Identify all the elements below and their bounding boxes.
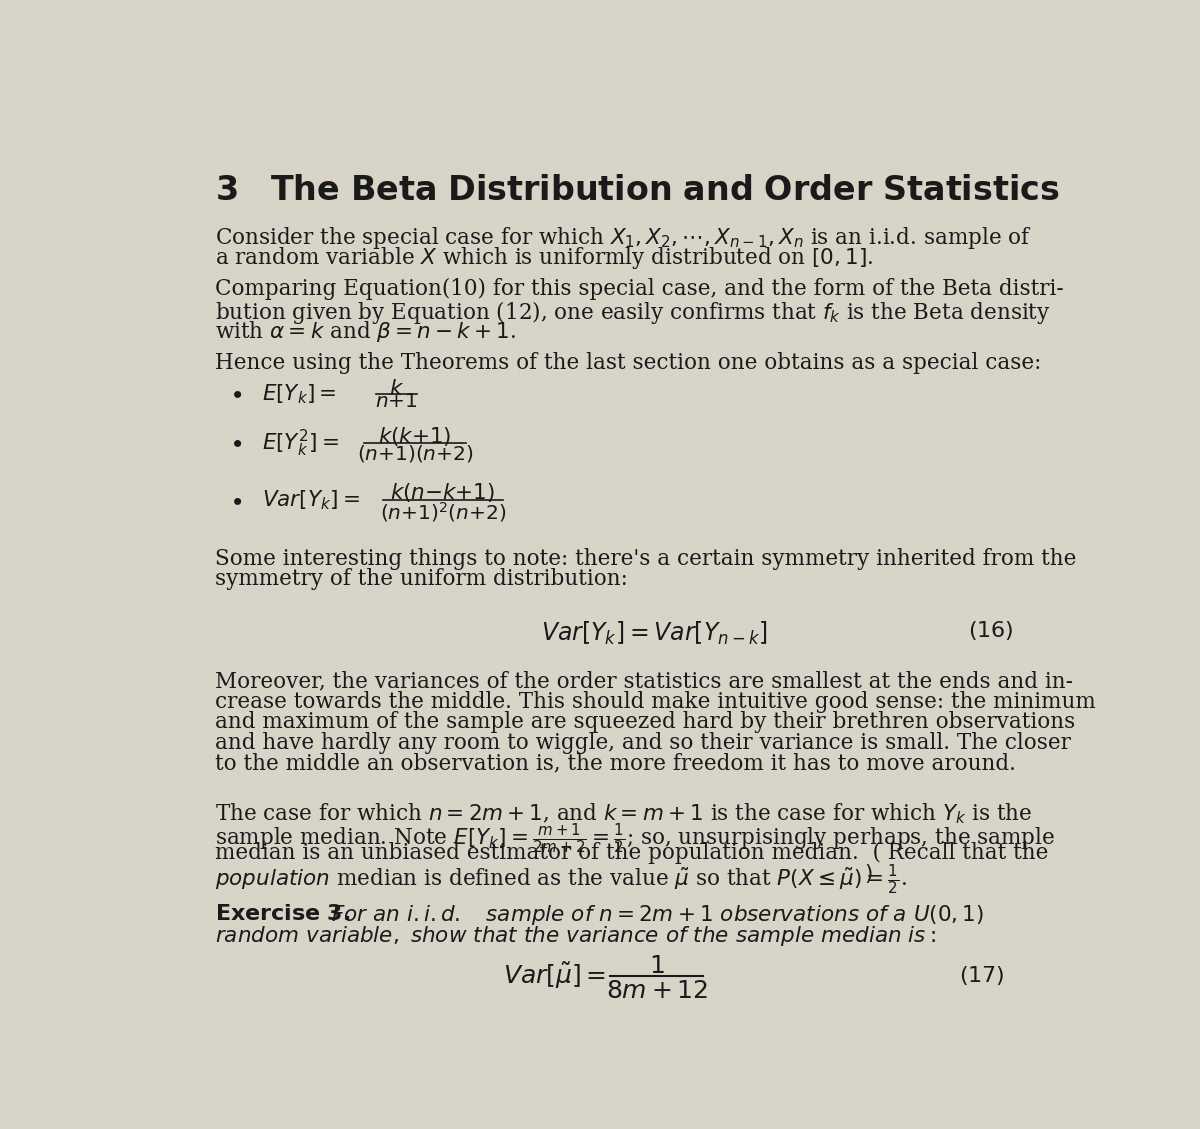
Text: Hence using the Theorems of the last section one obtains as a special case:: Hence using the Theorems of the last sec… [215,351,1042,374]
Text: $\mathbf{Exercise\ 3.}$: $\mathbf{Exercise\ 3.}$ [215,903,350,926]
Text: $Var[\tilde{\mu}] = $: $Var[\tilde{\mu}] = $ [504,961,607,991]
Text: $\bullet$: $\bullet$ [229,431,242,455]
Text: $E[Y_k] = $: $E[Y_k] = $ [262,383,336,405]
Text: sample median. Note $E[Y_k] = \frac{m+1}{2m+2} = \frac{1}{2}$; so, unsurpisingly: sample median. Note $E[Y_k] = \frac{m+1}… [215,822,1055,856]
Text: $)$: $)$ [864,863,872,885]
Text: a random variable $X$ which is uniformly distributed on $[0, 1]$.: a random variable $X$ which is uniformly… [215,245,874,271]
Text: and have hardly any room to wiggle, and so their variance is small. The closer: and have hardly any room to wiggle, and … [215,732,1070,754]
Text: $1$: $1$ [649,955,665,979]
Text: Consider the special case for which $X_1, X_2, \cdots, X_{n-1}, X_n$ is an i.i.d: Consider the special case for which $X_1… [215,225,1032,251]
Text: $k$: $k$ [389,378,404,400]
Text: $\bullet$: $\bullet$ [229,489,242,511]
Text: $\mathbf{3}$   $\mathbf{The\ Beta\ Distribution\ and\ Order\ Statistics}$: $\mathbf{3}$ $\mathbf{The\ Beta\ Distrib… [215,175,1060,207]
Text: Some interesting things to note: there's a certain symmetry inherited from the: Some interesting things to note: there's… [215,548,1076,570]
Text: crease towards the middle. This should make intuitive good sense: the minimum: crease towards the middle. This should m… [215,691,1096,712]
Text: $\mathit{random\ variable,\ show\ that\ the\ variance\ of\ the\ sample\ median\ : $\mathit{random\ variable,\ show\ that\ … [215,924,936,947]
Text: $Var[Y_k] = Var[Y_{n-k}]$: $Var[Y_k] = Var[Y_{n-k}]$ [540,620,767,647]
Text: median is an unbiased estimator of the population median.  ( Recall that the: median is an unbiased estimator of the p… [215,842,1049,864]
Text: $n{+}1$: $n{+}1$ [376,393,418,411]
Text: Moreover, the variances of the order statistics are smallest at the ends and in-: Moreover, the variances of the order sta… [215,671,1073,692]
Text: $k(k{+}1)$: $k(k{+}1)$ [378,425,452,447]
Text: Comparing Equation(10) for this special case, and the form of the Beta distri-: Comparing Equation(10) for this special … [215,278,1064,300]
Text: $(n{+}1)^2(n{+}2)$: $(n{+}1)^2(n{+}2)$ [380,500,506,524]
Text: $k(n{-}k{+}1)$: $k(n{-}k{+}1)$ [390,481,496,504]
Text: $E[Y_k^2] = $: $E[Y_k^2] = $ [262,428,338,458]
Text: with $\alpha = k$ and $\beta = n - k + 1$.: with $\alpha = k$ and $\beta = n - k + 1… [215,320,516,344]
Text: $\bullet$: $\bullet$ [229,383,242,405]
Text: The case for which $n = 2m+1$, and $k = m+1$ is the case for which $Y_k$ is the: The case for which $n = 2m+1$, and $k = … [215,802,1032,825]
Text: $(16)$: $(16)$ [968,620,1014,642]
Text: to the middle an observation is, the more freedom it has to move around.: to the middle an observation is, the mor… [215,752,1016,774]
Text: bution given by Equation (12), one easily confirms that $f_k$ is the Beta densit: bution given by Equation (12), one easil… [215,298,1051,325]
Text: symmetry of the uniform distribution:: symmetry of the uniform distribution: [215,568,628,590]
Text: $\mathit{For\ an\ i.i.d.\ \ \ sample\ of\ } n = 2m + 1 \mathit{\ observations\ o: $\mathit{For\ an\ i.i.d.\ \ \ sample\ of… [331,903,984,927]
Text: $Var[Y_k] = $: $Var[Y_k] = $ [262,489,360,513]
Text: $\mathit{population}$ median is defined as the value $\tilde{\mu}$ so that $P(X : $\mathit{population}$ median is defined … [215,863,907,898]
Text: $(n{+}1)(n{+}2)$: $(n{+}1)(n{+}2)$ [356,443,473,464]
Text: $8m + 12$: $8m + 12$ [606,980,708,1003]
Text: $(17)$: $(17)$ [959,964,1004,987]
Text: and maximum of the sample are squeezed hard by their brethren observations: and maximum of the sample are squeezed h… [215,711,1075,733]
